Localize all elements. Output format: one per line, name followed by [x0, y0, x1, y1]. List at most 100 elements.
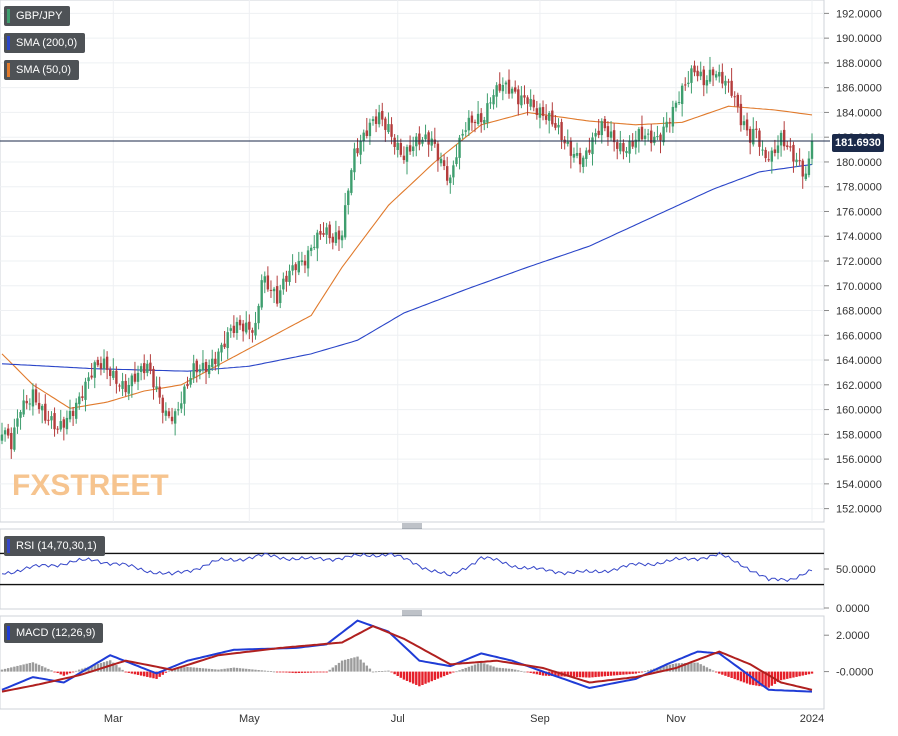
macd-histogram-bar — [37, 664, 41, 672]
legend-macd[interactable]: MACD (12,26,9) — [4, 623, 104, 643]
macd-histogram-bar — [189, 667, 192, 672]
rsi-swatch — [7, 539, 10, 553]
candle-body — [745, 119, 749, 131]
logo-street: STREET — [50, 469, 169, 502]
time-axis-label: 2024 — [800, 713, 824, 725]
macd-histogram-bar — [566, 671, 569, 677]
candle-body — [81, 396, 84, 398]
macd-histogram-bar — [764, 671, 767, 688]
macd-histogram-bar — [619, 671, 622, 675]
legend-sma50[interactable]: SMA (50,0) — [4, 60, 80, 80]
price-axis-label: 188.0000 — [836, 58, 882, 70]
candle-body — [724, 80, 727, 86]
candle-body — [99, 363, 103, 369]
candle-body — [693, 65, 696, 73]
macd-histogram-bar — [745, 671, 749, 684]
macd-histogram-bar — [371, 671, 375, 673]
macd-histogram-bar — [40, 666, 44, 672]
macd-histogram-bar — [628, 671, 631, 675]
candle-body — [248, 321, 251, 330]
macd-axis-label: 2.0000 — [836, 630, 870, 642]
macd-histogram-bar — [87, 666, 90, 672]
macd-histogram-bar — [424, 671, 427, 684]
candle-body — [112, 370, 115, 378]
candle-body — [798, 160, 801, 162]
macd-panel-bg — [0, 615, 825, 710]
candle-body — [331, 236, 335, 243]
macd-histogram-bar — [405, 671, 409, 681]
macd-swatch — [7, 626, 10, 640]
macd-histogram-bar — [408, 671, 412, 683]
candle-body — [684, 84, 687, 86]
macd-histogram-bar — [195, 667, 198, 672]
macd-histogram-bar — [78, 669, 81, 672]
candle-body — [529, 98, 532, 107]
candle-body — [483, 119, 486, 124]
time-axis-label: Nov — [666, 713, 686, 725]
legend-sma200[interactable]: SMA (200,0) — [4, 33, 86, 53]
candle-body — [220, 344, 223, 353]
macd-histogram-bar — [10, 667, 13, 672]
candle-body — [334, 232, 338, 244]
macd-histogram-bar — [285, 671, 288, 673]
macd-histogram-bar — [211, 669, 214, 672]
candle-body — [643, 135, 647, 139]
candle-body — [118, 385, 121, 387]
candle-body — [634, 139, 637, 148]
candle-body — [158, 386, 161, 398]
candle-body — [285, 275, 288, 282]
macd-histogram-bar — [625, 671, 628, 675]
macd-histogram-bar — [699, 664, 702, 672]
legend-symbol[interactable]: GBP/JPY — [4, 6, 71, 26]
macd-histogram-bar — [309, 671, 313, 673]
candle-body — [272, 288, 276, 292]
macd-histogram-bar — [572, 671, 576, 677]
legend-rsi[interactable]: RSI (14,70,30,1) — [4, 536, 105, 556]
price-axis-label: 164.0000 — [836, 355, 882, 367]
candle-body — [6, 428, 10, 436]
candle-body — [105, 356, 109, 370]
candle-body — [152, 368, 155, 388]
macd-histogram-bar — [158, 671, 161, 677]
price-axis-label: 176.0000 — [836, 206, 882, 218]
macd-histogram-bar — [526, 671, 529, 673]
macd-histogram-bar — [541, 671, 545, 676]
macd-histogram-bar — [337, 662, 341, 672]
candle-body — [93, 362, 96, 378]
macd-histogram-bar — [0, 669, 4, 672]
candle-body — [316, 232, 319, 249]
candle-body — [625, 151, 628, 154]
macd-histogram-bar — [479, 662, 483, 672]
candle-body — [699, 71, 702, 77]
macd-histogram-bar — [65, 671, 69, 675]
candle-body — [251, 330, 254, 333]
macd-histogram-bar — [705, 667, 709, 672]
candle-body — [235, 321, 239, 334]
macd-histogram-bar — [415, 671, 418, 685]
macd-histogram-bar — [177, 667, 180, 672]
price-axis-label: 160.0000 — [836, 405, 882, 417]
macd-histogram-bar — [411, 671, 415, 684]
macd-histogram-bar — [399, 671, 403, 678]
candle-body — [377, 112, 381, 125]
price-axis-label: 166.0000 — [836, 330, 882, 342]
candle-body — [186, 383, 189, 387]
candle-body — [40, 405, 44, 411]
macd-histogram-bar — [646, 670, 650, 672]
macd-histogram-bar — [696, 662, 699, 672]
candle-body — [337, 230, 341, 240]
macd-histogram-bar — [322, 671, 325, 673]
candle-body — [551, 110, 554, 125]
candle-body — [297, 260, 300, 273]
macd-histogram-bar — [387, 670, 390, 672]
candle-body — [10, 432, 13, 450]
macd-histogram-bar — [251, 669, 254, 672]
legend-sma50-label: SMA (50,0) — [16, 64, 72, 76]
candle-body — [356, 148, 359, 154]
macd-histogram-bar — [282, 671, 285, 673]
macd-histogram-bar — [350, 658, 353, 672]
candle-body — [294, 264, 297, 271]
macd-histogram-bar — [220, 669, 223, 672]
macd-histogram-bar — [396, 671, 399, 677]
macd-histogram-bar — [186, 666, 189, 672]
